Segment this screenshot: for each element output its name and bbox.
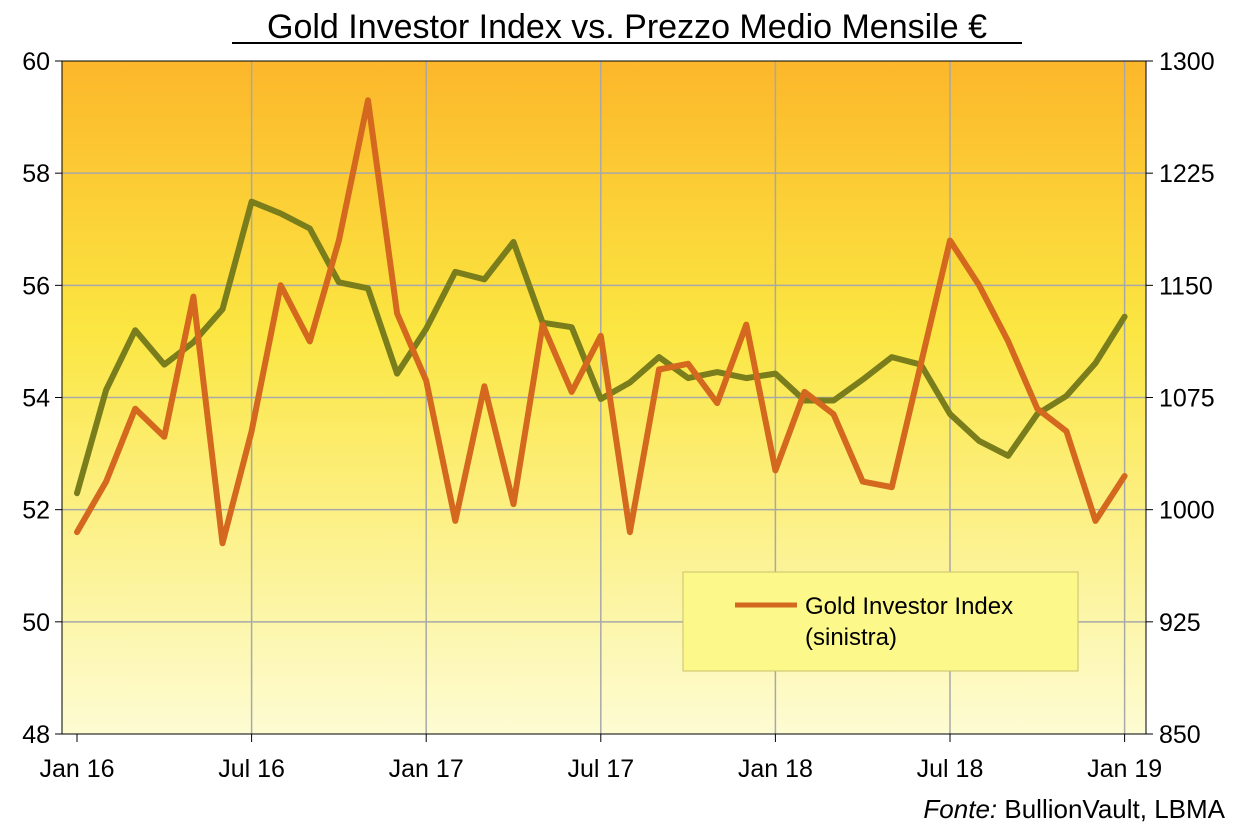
chart-title: Gold Investor Index vs. Prezzo Medio Men… <box>267 8 987 46</box>
x-tick-label: Jul 16 <box>218 755 285 783</box>
y-right-tick-label: 1075 <box>1159 385 1215 413</box>
x-tick-label: Jul 17 <box>567 755 634 783</box>
series-line-gold-investor-index <box>74 97 1128 547</box>
y-right-tick-label: 925 <box>1159 609 1201 637</box>
y-left-tick-label: 52 <box>22 497 50 525</box>
x-tick-label: Jan 19 <box>1087 755 1162 783</box>
y-left-tick-label: 48 <box>22 721 50 749</box>
legend-label-sinistra: (sinistra) <box>805 624 897 651</box>
y-left-tick-label: 50 <box>22 609 50 637</box>
legend: Gold Investor Index (sinistra) <box>682 571 1079 672</box>
x-tick-label: Jan 18 <box>738 755 813 783</box>
legend-box <box>682 571 1079 672</box>
y-left-tick-label: 58 <box>22 160 50 188</box>
legend-label-gold-investor-index: Gold Investor Index <box>805 593 1013 620</box>
x-tick-label: Jan 17 <box>389 755 464 783</box>
y-right-tick-label: 1000 <box>1159 497 1215 525</box>
source-text: BullionVault, LBMA <box>997 794 1226 824</box>
axes: Jan 16 Jul 16 Jan 17 Jul 17 Jan 18 Jul 18 Jan … <box>22 48 1214 783</box>
series-line-monthly-price <box>74 198 1128 497</box>
y-left-tick-label: 60 <box>22 48 50 76</box>
source-note: Fonte: BullionVault, LBMA <box>923 794 1225 824</box>
y-right-tick-label: 1150 <box>1159 272 1213 300</box>
y-right-tick-label: 1300 <box>1159 48 1215 76</box>
y-left-tick-label: 56 <box>22 272 50 300</box>
x-tick-label: Jan 16 <box>39 755 114 783</box>
y-right-tick-label: 1225 <box>1159 160 1215 188</box>
x-tick-label: Jul 18 <box>917 755 984 783</box>
source-label: Fonte: <box>923 794 997 824</box>
y-left-tick-label: 54 <box>22 385 50 413</box>
series-lines <box>74 97 1128 547</box>
y-right-tick-label: 850 <box>1159 721 1201 749</box>
